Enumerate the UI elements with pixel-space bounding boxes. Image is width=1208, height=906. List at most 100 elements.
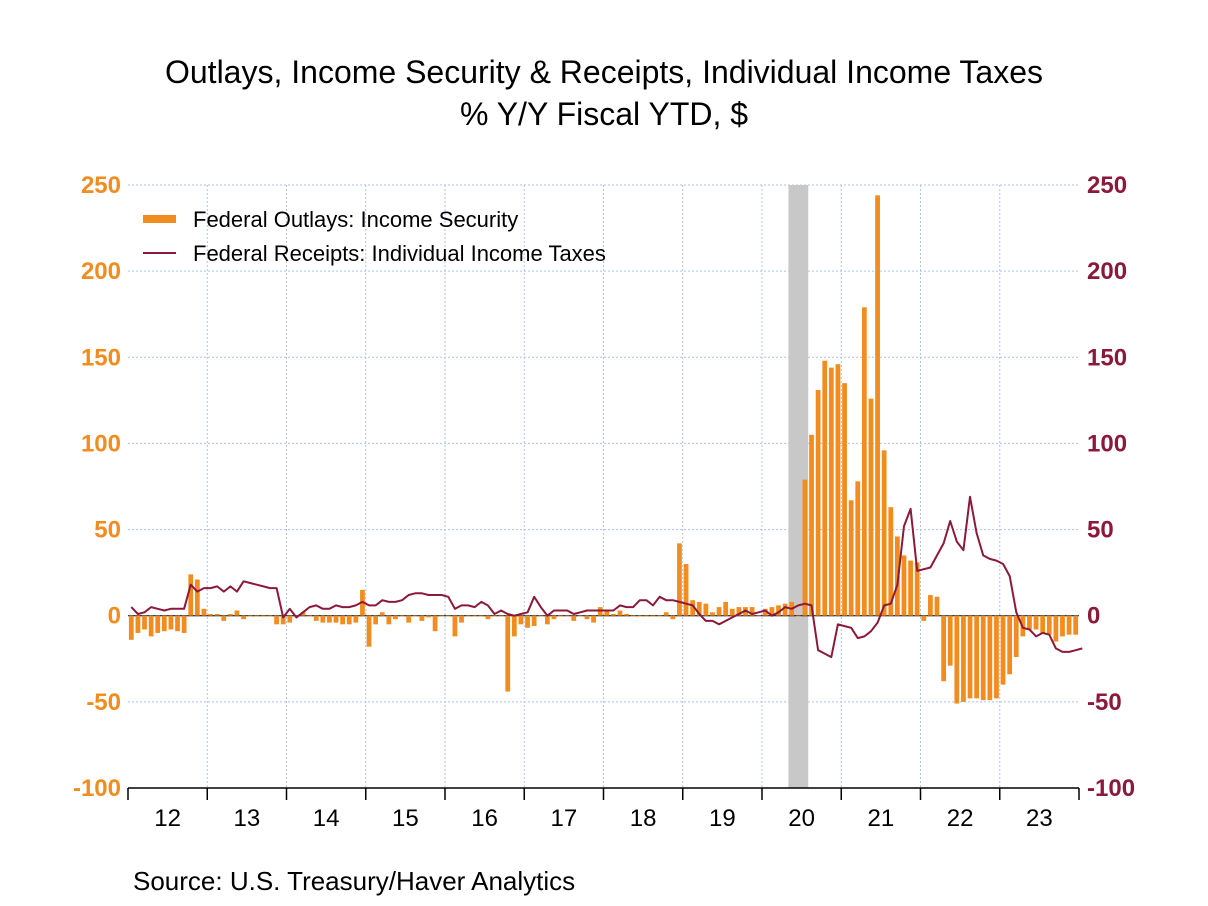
bar: [710, 612, 715, 616]
bar: [914, 562, 920, 616]
y-tick-label-left: 150: [81, 344, 121, 371]
bar: [848, 500, 854, 616]
recession-band: [788, 185, 809, 788]
bar: [716, 607, 722, 616]
bar: [828, 367, 834, 616]
bar: [604, 610, 610, 616]
bar: [795, 615, 801, 617]
x-tick-label: 22: [947, 805, 974, 832]
bar: [1066, 615, 1072, 635]
bar: [234, 610, 240, 616]
bar: [630, 615, 636, 617]
bar: [366, 615, 372, 647]
bar: [617, 610, 623, 616]
bar: [842, 383, 847, 616]
bar: [465, 615, 471, 617]
bar: [1007, 615, 1013, 675]
x-tick-label: 20: [788, 805, 815, 832]
bar: [439, 615, 445, 617]
bar: [241, 615, 246, 620]
bar: [247, 615, 253, 617]
x-tick-label: 12: [154, 805, 181, 832]
bar: [214, 613, 220, 616]
bar: [221, 615, 227, 621]
bar: [650, 615, 656, 617]
bar: [901, 555, 907, 616]
bar: [346, 615, 352, 625]
bar: [947, 615, 953, 666]
bar: [531, 615, 537, 627]
chart-subtitle: % Y/Y Fiscal YTD, $: [459, 96, 749, 132]
bar: [921, 615, 927, 621]
bar: [327, 615, 332, 623]
bar: [426, 615, 431, 618]
bar: [419, 615, 425, 621]
bar: [459, 615, 464, 623]
bar: [822, 360, 828, 616]
bar: [677, 543, 682, 616]
bar: [1027, 615, 1032, 630]
bar: [445, 615, 451, 617]
bar: [908, 560, 913, 616]
y-tick-label-right: -50: [1087, 689, 1122, 716]
bar: [591, 615, 596, 623]
bar: [399, 615, 405, 617]
bar: [333, 615, 339, 623]
x-tick-label: 15: [392, 805, 419, 832]
y-tick-label-right: 250: [1087, 172, 1127, 199]
bar: [967, 615, 973, 699]
series-line: [130, 495, 1083, 659]
bar: [928, 595, 933, 616]
bar: [505, 615, 511, 692]
bar: [624, 613, 629, 616]
bar: [987, 615, 993, 701]
bar: [756, 615, 762, 617]
bar: [452, 615, 458, 637]
y-tick-label-left: 100: [81, 430, 121, 457]
bar: [868, 398, 874, 616]
bar: [432, 615, 438, 632]
bar: [994, 615, 999, 699]
bar: [961, 615, 966, 702]
bar: [703, 603, 709, 616]
x-tick-label: 17: [551, 805, 578, 832]
bar: [538, 615, 544, 617]
y-tick-label-right: 150: [1087, 344, 1127, 371]
bar: [941, 615, 946, 682]
bar: [564, 615, 570, 617]
bar: [696, 601, 702, 616]
bar: [611, 613, 616, 616]
bar: [888, 507, 894, 616]
bar: [280, 615, 286, 625]
bar: [267, 615, 273, 617]
bar: [393, 615, 398, 620]
bar: [663, 612, 669, 616]
bar: [736, 607, 742, 616]
bar: [492, 615, 497, 617]
bar: [1033, 615, 1039, 630]
bar: [1013, 615, 1019, 658]
bar: [148, 615, 154, 637]
bar: [571, 615, 577, 621]
bar: [379, 612, 385, 616]
bar: [1073, 615, 1079, 635]
bar: [518, 615, 524, 625]
bar: [683, 564, 689, 616]
y-tick-label-left: 50: [94, 517, 121, 544]
bar: [815, 390, 821, 616]
bar: [175, 615, 180, 632]
chart-title: Outlays, Income Security & Receipts, Ind…: [164, 54, 1044, 90]
bar: [406, 615, 412, 623]
bar: [861, 307, 867, 616]
bar: [498, 615, 504, 617]
y-tick-label-right: 200: [1087, 258, 1127, 285]
legend-label-line: Federal Receipts: Individual Income Taxe…: [193, 241, 606, 266]
bar: [188, 574, 194, 616]
bar: [749, 607, 755, 616]
bar: [208, 613, 213, 616]
y-tick-label-left: 0: [108, 603, 121, 630]
x-tick-label: 23: [1026, 805, 1053, 832]
bar: [194, 579, 200, 616]
bar: [287, 615, 293, 623]
y-tick-label-left: -100: [73, 775, 121, 802]
